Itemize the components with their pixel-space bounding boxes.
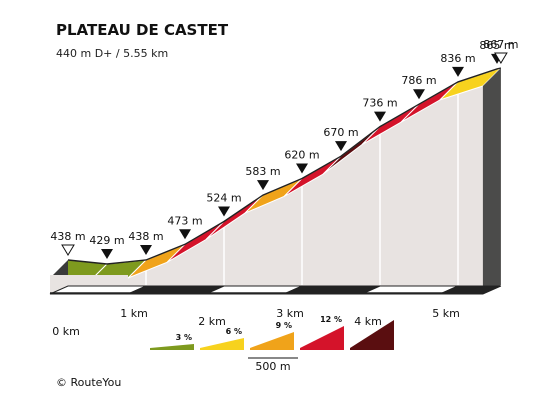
elevation-label: 786 m [401, 74, 436, 87]
legend-label: 9 % [276, 321, 292, 330]
x-tick-label: 1 km [120, 307, 148, 320]
elevation-marker [452, 66, 464, 77]
chart-subtitle: 440 m D+ / 5.55 km [56, 47, 168, 60]
profile-front-fill [50, 86, 483, 293]
legend-swatch [300, 326, 344, 350]
elevation-marker [374, 111, 386, 122]
elevation-label: 583 m [245, 165, 280, 178]
elevation-label: 865 m [479, 39, 514, 52]
elevation-endpoint-marker [494, 52, 508, 64]
legend-swatch [200, 338, 244, 350]
elevation-marker [257, 180, 269, 191]
elevation-label: 736 m [362, 97, 397, 110]
chart-title: PLATEAU DE CASTET [56, 21, 229, 39]
elevation-marker [413, 89, 425, 100]
elevation-label: 473 m [167, 214, 202, 227]
elevation-label: 524 m [206, 191, 241, 204]
elevation-label: 836 m [440, 52, 475, 65]
elevation-marker [101, 249, 113, 259]
elevation-label: 867 m [483, 38, 518, 51]
x-tick-label: 2 km [198, 315, 226, 328]
elevation-marker [140, 244, 152, 255]
gradient-legend: 3 % 6 % 9 % 12 % 500 m [150, 315, 394, 373]
legend-label: 6 % [226, 327, 242, 336]
profile-back-edge [67, 67, 502, 265]
x-tick-label: 5 km [432, 307, 460, 320]
elevation-label: 670 m [323, 126, 358, 139]
legend-label: 12 % [320, 315, 342, 324]
elevation-label: 438 m [128, 230, 163, 243]
copyright-text: © RouteYou [56, 376, 121, 389]
legend-swatch [250, 332, 294, 350]
km-base-band [439, 285, 502, 295]
scale-label: 500 m [255, 360, 290, 373]
profile-right-cap [482, 68, 501, 293]
x-tick-label: 3 km [276, 307, 304, 320]
x-tick-label: 4 km [354, 315, 382, 328]
elevation-endpoint-marker [61, 244, 75, 256]
elevation-marker [296, 163, 308, 174]
elevation-label: 429 m [89, 234, 124, 247]
legend-swatch [350, 320, 394, 350]
elevation-label: 620 m [284, 149, 319, 162]
x-tick-label: 0 km [52, 325, 80, 338]
plot-area: 0 km 1 km 2 km 3 km 4 km 5 km 438 m 429 m 438 m 4… [48, 38, 519, 338]
elevation-marker [179, 229, 191, 240]
legend-label: 3 % [176, 333, 192, 342]
elevation-marker [218, 206, 230, 217]
elevation-marker [335, 141, 347, 152]
legend-swatch [150, 344, 194, 350]
elevation-label: 438 m [50, 230, 85, 243]
